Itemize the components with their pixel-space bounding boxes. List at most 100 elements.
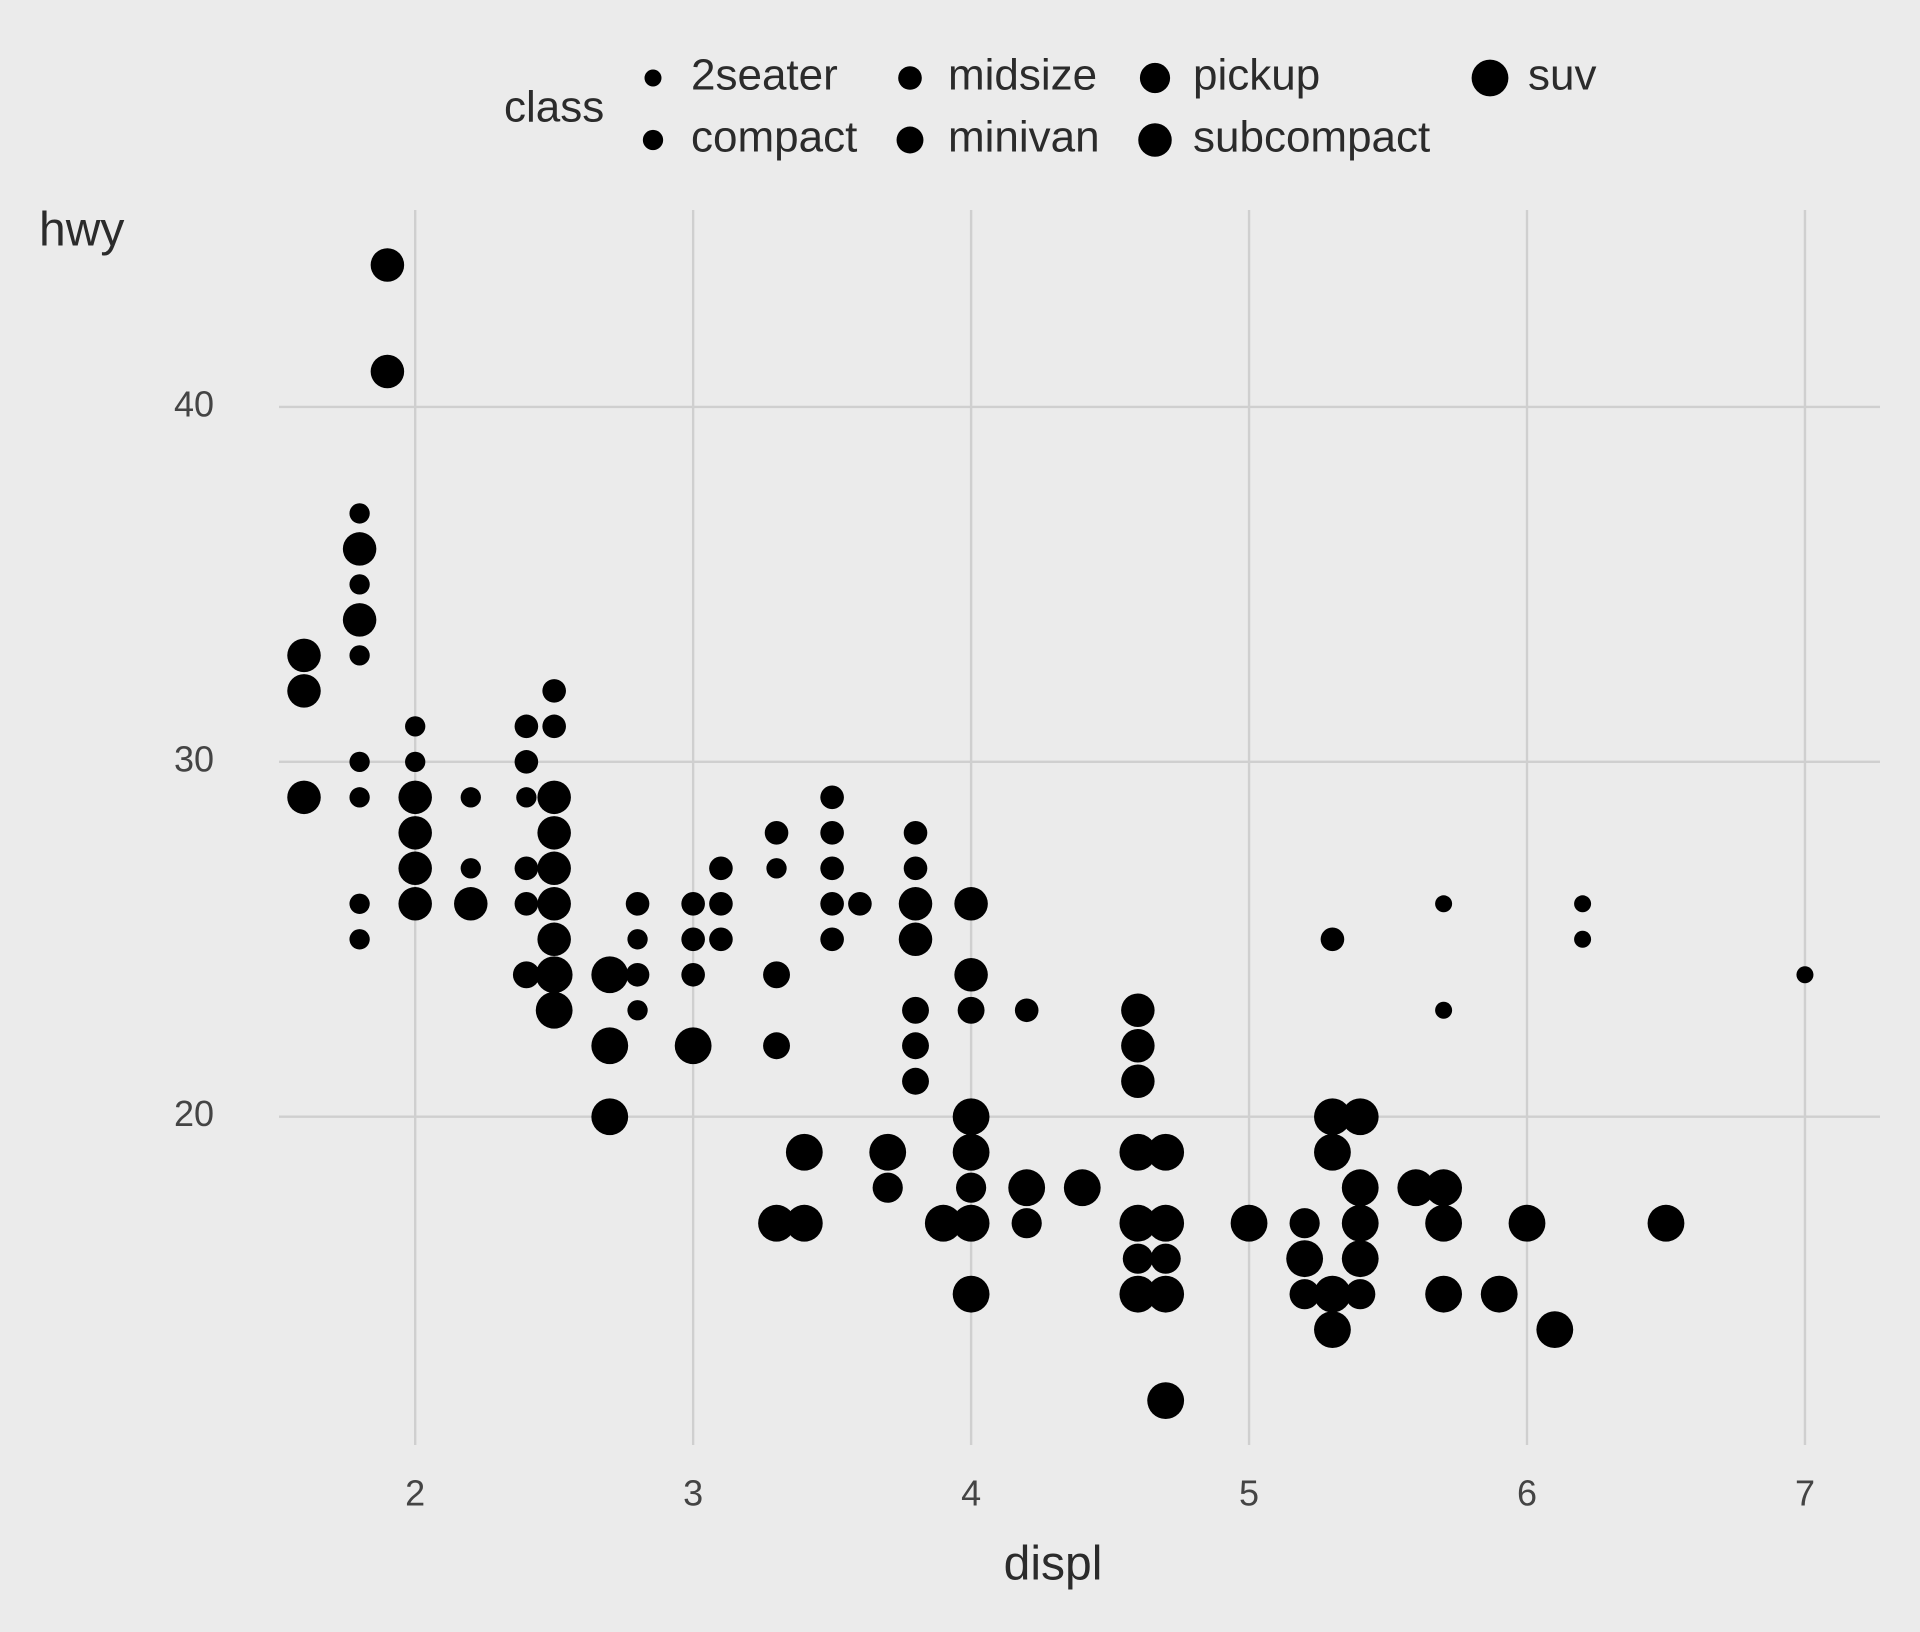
point (370, 354, 405, 389)
x-tick-label: 3 (683, 1473, 703, 1514)
point (349, 503, 370, 524)
point (709, 927, 733, 952)
point (398, 816, 432, 850)
point (535, 956, 573, 994)
legend-key (644, 69, 662, 87)
point (1536, 1311, 1574, 1349)
point (514, 714, 539, 739)
point (785, 1204, 823, 1242)
y-tick-label: 30 (174, 738, 214, 779)
legend-label: midsize (948, 51, 1097, 100)
point (1289, 1279, 1320, 1310)
y-axis-title: hwy (39, 204, 124, 257)
legend-label: pickup (1193, 51, 1320, 100)
point (954, 958, 988, 992)
point (398, 887, 432, 921)
labels: hwy displ class 20 30 40 2 3 4 5 6 7 (39, 83, 1815, 1591)
point (952, 1133, 990, 1171)
point (514, 750, 539, 774)
x-tick-label: 4 (961, 1473, 981, 1514)
point (1435, 895, 1453, 913)
point (627, 1000, 648, 1021)
point (1011, 1208, 1042, 1239)
point (1397, 1169, 1435, 1207)
legend-key (898, 66, 922, 90)
point (516, 787, 537, 808)
point (763, 961, 790, 989)
point (342, 603, 377, 637)
point (924, 1204, 962, 1242)
point (820, 856, 844, 881)
point (820, 821, 844, 845)
point (514, 892, 539, 916)
point (1314, 1275, 1351, 1313)
legend-label: subcompact (1193, 113, 1430, 162)
point (848, 892, 872, 916)
point (349, 574, 370, 595)
point (902, 996, 929, 1024)
point (1314, 1133, 1351, 1171)
point (349, 787, 370, 808)
point (903, 821, 928, 845)
x-tick-label: 5 (1239, 1473, 1259, 1514)
point (952, 1204, 990, 1242)
legend-key (1138, 123, 1172, 157)
point (1314, 1311, 1351, 1349)
point (820, 892, 844, 916)
point (1121, 1064, 1155, 1098)
grid (279, 210, 1880, 1445)
point (342, 532, 377, 566)
legend-label: minivan (948, 113, 1100, 162)
point (537, 887, 571, 921)
point (542, 714, 566, 739)
point (398, 780, 432, 815)
x-tick-label: 2 (405, 1473, 425, 1514)
point (287, 638, 321, 673)
point (766, 858, 787, 879)
legend-label: compact (691, 113, 857, 162)
point (1341, 1098, 1379, 1136)
points (287, 248, 1814, 1420)
point (1796, 966, 1814, 984)
legend-label: 2seater (691, 51, 838, 100)
point (1063, 1169, 1101, 1207)
point (1314, 1098, 1351, 1136)
legend-key (896, 126, 924, 154)
point (1574, 930, 1592, 948)
point (1341, 1240, 1379, 1278)
point (674, 1027, 712, 1065)
point (758, 1204, 795, 1242)
point (405, 716, 426, 737)
point (1508, 1204, 1546, 1242)
point (1425, 1204, 1463, 1242)
point (625, 892, 650, 916)
point (1119, 1275, 1157, 1313)
point (872, 1172, 903, 1203)
point (287, 780, 321, 815)
point (903, 856, 928, 881)
point (591, 1027, 629, 1065)
point (1230, 1204, 1268, 1242)
point (460, 787, 481, 808)
legend: 2seater compact midsize minivan pickup subcom… (642, 51, 1596, 162)
legend-title: class (504, 83, 604, 132)
point (1341, 1204, 1379, 1242)
legend-key (642, 129, 664, 151)
point (1425, 1169, 1463, 1207)
point (625, 962, 650, 987)
point (955, 1172, 987, 1203)
point (537, 780, 571, 815)
point (1647, 1204, 1685, 1242)
point (535, 991, 573, 1029)
point (1008, 1169, 1046, 1207)
point (349, 645, 370, 666)
point (349, 751, 370, 772)
point (952, 1275, 990, 1313)
point (1435, 1001, 1453, 1019)
point (454, 887, 488, 921)
point (1121, 1029, 1155, 1063)
point (1147, 1133, 1185, 1171)
point (514, 856, 539, 881)
point (1480, 1275, 1518, 1313)
point (591, 956, 629, 994)
